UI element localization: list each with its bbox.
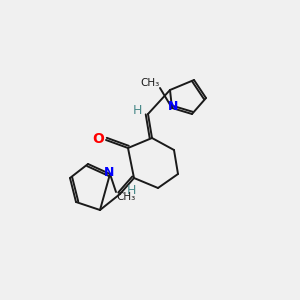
Text: N: N (168, 100, 178, 112)
Text: O: O (92, 132, 104, 146)
Text: H: H (132, 104, 142, 118)
Text: CH₃: CH₃ (116, 192, 136, 202)
Text: N: N (104, 166, 114, 178)
Text: H: H (126, 184, 136, 197)
Text: CH₃: CH₃ (140, 78, 160, 88)
